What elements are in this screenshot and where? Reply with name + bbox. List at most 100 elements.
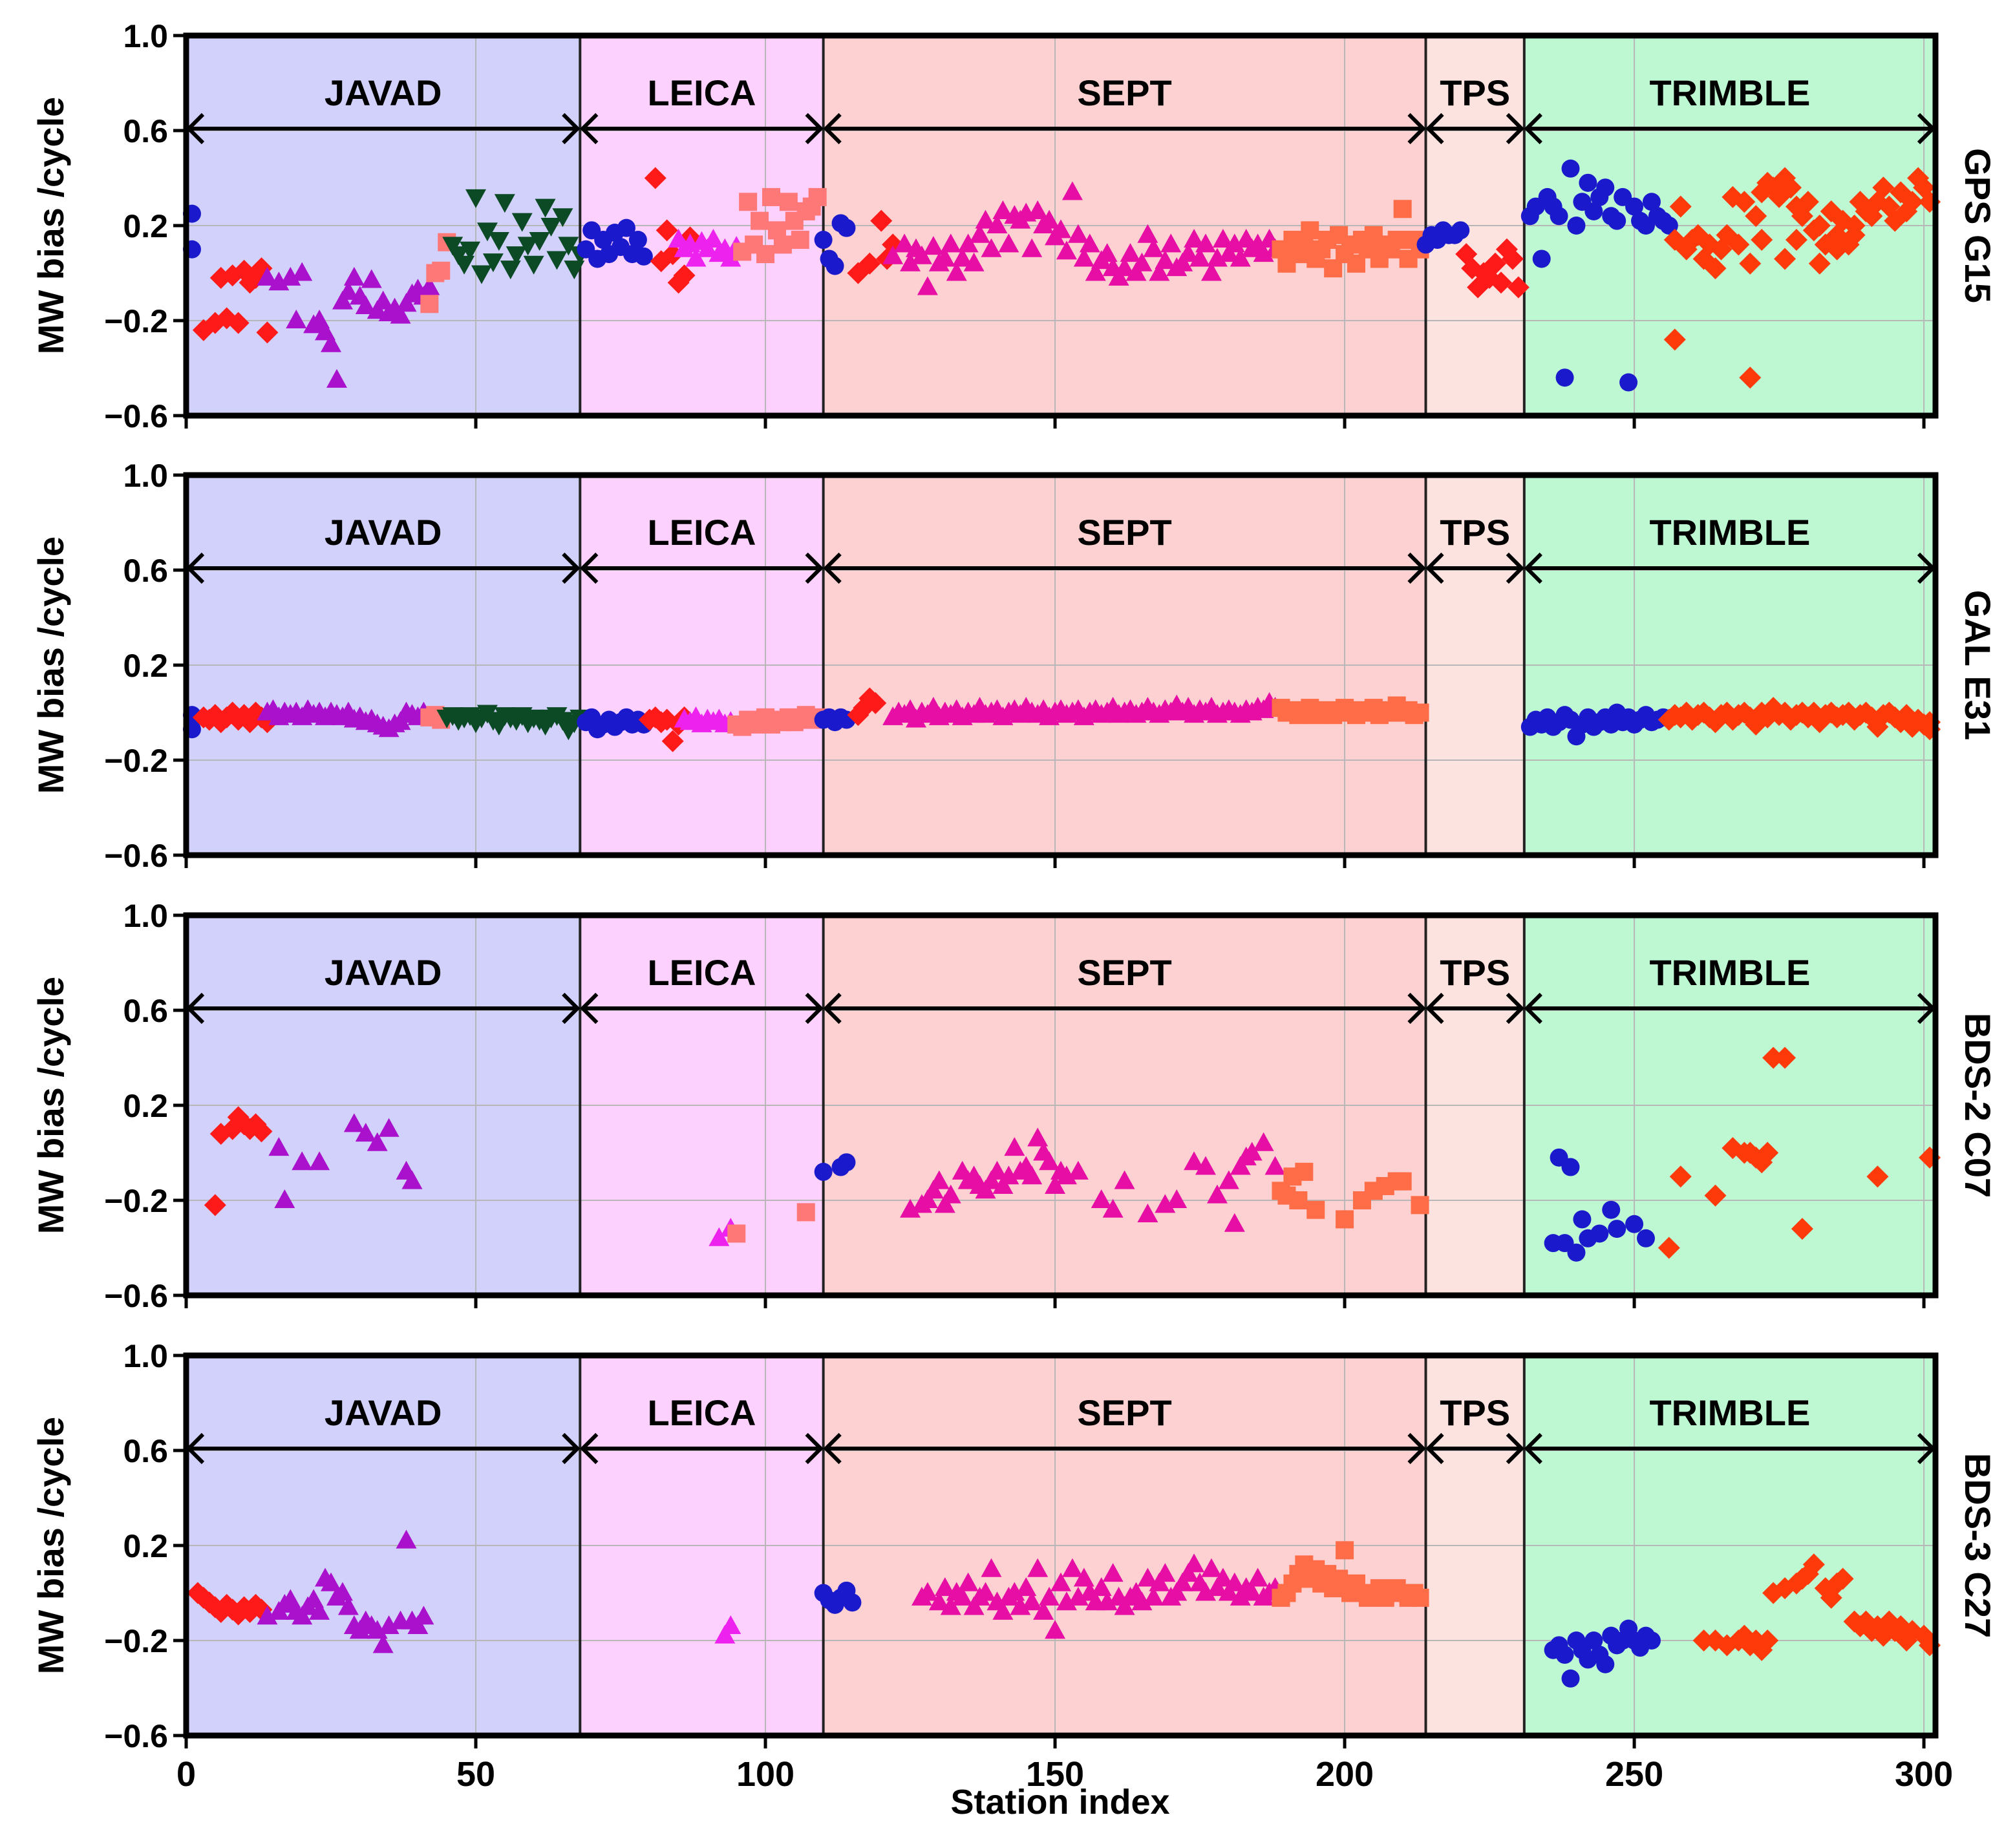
y-tick-label: −0.6 (104, 398, 168, 434)
group-label: JAVAD (325, 512, 442, 553)
data-point (1125, 262, 1147, 281)
data-point (413, 1606, 434, 1625)
data-point (1264, 1156, 1286, 1175)
data-point (1590, 1224, 1609, 1243)
y-tick-label: −0.2 (104, 303, 168, 339)
data-point (917, 1582, 938, 1601)
group-arrow-head (1506, 552, 1525, 584)
data-point (1295, 1162, 1314, 1181)
data-point (1050, 1572, 1071, 1591)
data-point (1727, 233, 1750, 256)
data-point (751, 211, 769, 230)
group-arrow-head (1524, 112, 1542, 145)
data-point (558, 237, 579, 256)
data-point (1555, 368, 1574, 387)
data-point (1762, 1046, 1785, 1069)
group-arrow-head (1407, 1432, 1426, 1465)
data-point (407, 1615, 429, 1634)
data-point (494, 194, 515, 213)
data-point (992, 1174, 1014, 1194)
data-point (1872, 176, 1895, 199)
data-point (268, 271, 290, 291)
data-point (1301, 221, 1319, 240)
data-point (1393, 1172, 1412, 1191)
data-point (1567, 217, 1586, 235)
data-point (1561, 159, 1580, 178)
data-point (1636, 1229, 1655, 1248)
y-tick-label: 0.2 (123, 1528, 168, 1564)
data-point (922, 236, 944, 255)
panel-title: GPS G15 (1957, 148, 1998, 303)
data-point (460, 241, 481, 260)
data-point (332, 290, 353, 310)
data-point (256, 321, 279, 344)
data-point (1027, 200, 1049, 219)
data-point (911, 245, 932, 264)
data-point (1532, 250, 1551, 268)
x-tick-label: 300 (1895, 1755, 1953, 1794)
data-point (1555, 1646, 1574, 1664)
data-point (1061, 1558, 1083, 1577)
y-tick-label: 0.2 (123, 1088, 168, 1124)
data-point (1224, 1213, 1245, 1232)
group-arrow-head (1425, 552, 1444, 584)
data-point (1073, 1567, 1094, 1587)
group-label: TPS (1440, 1392, 1510, 1433)
data-point (523, 255, 544, 275)
y-tick-label: −0.2 (104, 1623, 168, 1659)
data-point (992, 200, 1014, 219)
data-point (250, 1120, 273, 1143)
data-point (1085, 262, 1106, 281)
group-arrow-head (580, 992, 599, 1025)
data-point (1751, 229, 1773, 251)
data-point (1155, 250, 1176, 270)
y-tick-label: 0.6 (123, 113, 168, 149)
data-point (1756, 1630, 1779, 1652)
data-point (564, 260, 585, 280)
data-point (1200, 1558, 1222, 1577)
data-point (1166, 1189, 1188, 1208)
data-point (1114, 1170, 1135, 1189)
data-point (858, 252, 881, 275)
data-point (321, 333, 342, 352)
data-point (981, 1558, 1002, 1577)
data-point (1241, 1582, 1263, 1601)
y-tick-label: 0.6 (123, 553, 168, 589)
data-point (361, 269, 382, 288)
data-point (837, 218, 856, 237)
data-point (634, 247, 653, 266)
data-point (998, 233, 1019, 253)
data-point (1247, 1567, 1268, 1587)
data-point (969, 224, 990, 243)
data-point (1336, 1210, 1354, 1229)
data-point (934, 1577, 955, 1597)
data-point (482, 253, 504, 273)
y-tick-label: 1.0 (123, 898, 168, 934)
data-point (1224, 1572, 1245, 1591)
data-point (204, 1194, 226, 1216)
data-point (1143, 1586, 1164, 1606)
data-point (326, 368, 347, 388)
data-point (1184, 1151, 1205, 1171)
data-point (1200, 262, 1222, 281)
data-point (1206, 248, 1228, 267)
data-point (814, 231, 833, 250)
data-point (975, 1180, 996, 1199)
data-point (1451, 221, 1470, 240)
y-tick-label: 1.0 (123, 1338, 168, 1374)
data-point (673, 264, 696, 287)
data-point (1178, 1563, 1199, 1582)
data-point (1393, 200, 1412, 218)
data-point (454, 255, 475, 275)
data-point (1067, 224, 1089, 243)
data-point (227, 312, 250, 334)
data-point (529, 232, 550, 251)
data-point (448, 246, 469, 266)
data-point (1602, 1200, 1621, 1219)
data-point (661, 730, 684, 752)
group-arrow-head (1425, 1432, 1444, 1465)
group-label: TRIMBLE (1649, 72, 1810, 113)
data-point (1004, 1137, 1025, 1156)
group-label: JAVAD (325, 952, 442, 993)
data-point (274, 1189, 295, 1208)
